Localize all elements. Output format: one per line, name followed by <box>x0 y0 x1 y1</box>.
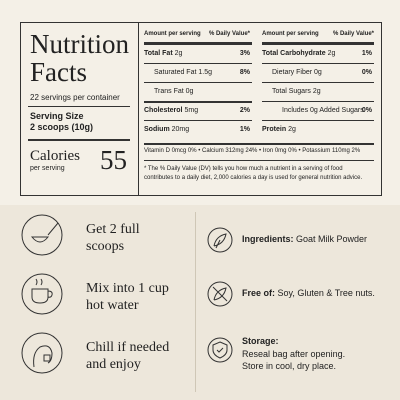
nutrient-row: Saturated Fat 1.5g <box>154 69 212 76</box>
step-text: hot water <box>86 298 139 313</box>
rule <box>28 106 130 107</box>
divider <box>138 22 139 195</box>
nutrient-row: Trans Fat 0g <box>154 88 193 95</box>
nutrient-amount: 2g <box>174 50 183 57</box>
bottom-panel <box>0 205 400 400</box>
header: Amount per serving <box>144 31 201 37</box>
header: % Daily Value* <box>208 31 250 37</box>
daily-value: 0% <box>361 107 372 114</box>
step-text: Chill if needed <box>86 340 170 355</box>
label-box <box>20 22 382 196</box>
nutrient-row: Total Carbohydrate 2g <box>262 50 335 57</box>
step-text: Get 2 full <box>86 222 140 237</box>
calories-value: 55 <box>100 145 127 175</box>
rule <box>28 139 130 141</box>
nutrient-amount: 2g <box>327 50 336 57</box>
nutrient-row: Protein 2g <box>262 126 296 133</box>
daily-value: 3% <box>239 50 250 57</box>
daily-value: 1% <box>239 126 250 133</box>
info-text: Soy, Gluten & Tree nuts. <box>277 288 375 298</box>
info-line: Free of: Soy, Gluten & Tree nuts. <box>242 288 375 298</box>
nutrient-name: Dietary Fiber <box>272 69 313 76</box>
rule <box>144 143 374 145</box>
calories-label: Calories <box>30 148 80 164</box>
servings: 22 servings per container <box>30 93 120 102</box>
daily-value: 2% <box>239 107 250 114</box>
info-label: Ingredients: <box>242 234 294 244</box>
calories-sub: per serving <box>30 165 65 172</box>
mineral: Iron 0mg 0% <box>262 148 297 154</box>
minerals: Vitamin D 0mcg 0% • Calcium 312mg 24% • … <box>144 148 361 154</box>
step-text: scoops <box>86 239 125 254</box>
divider <box>195 212 196 392</box>
nutrient-name: Saturated Fat <box>154 69 197 76</box>
rule <box>262 120 374 121</box>
nutrient-amount: 5mg <box>184 107 199 114</box>
rule <box>144 120 252 121</box>
nutrient-amount: 0g <box>185 88 194 95</box>
nutrient-amount: 1.5g <box>198 69 212 76</box>
info-label: Free of: <box>242 288 276 298</box>
nutrient-name: Total Fat <box>144 50 173 57</box>
rule <box>262 82 374 83</box>
nutrient-amount: 20mg <box>171 126 190 133</box>
rule <box>144 160 374 161</box>
nutrient-amount: 2g <box>312 88 321 95</box>
rule <box>144 82 252 83</box>
header: % Daily Value* <box>332 31 374 37</box>
step-text: and enjoy <box>86 357 141 372</box>
rule <box>144 63 252 64</box>
header: Amount per serving <box>262 31 319 37</box>
info-text: Goat Milk Powder <box>296 234 368 244</box>
title: Facts <box>30 57 87 87</box>
nutrient-row: Total Fat 2g <box>144 50 182 57</box>
info-label: Storage: <box>242 336 279 346</box>
nutrient-name: Includes 0g Added Sugars <box>282 107 364 114</box>
nutrient-amount: 2g <box>288 126 296 133</box>
rule <box>144 42 252 45</box>
nutrient-name: Sodium <box>144 126 170 133</box>
daily-value: 8% <box>239 69 250 76</box>
nutrient-name: Total Sugars <box>272 88 311 95</box>
rule <box>262 101 374 102</box>
serving-size-label: Serving Size <box>30 111 84 121</box>
nutrient-name: Cholesterol <box>144 107 183 114</box>
daily-value: 1% <box>361 50 372 57</box>
mineral: Calcium 312mg 24% <box>202 148 258 154</box>
rule <box>262 42 374 45</box>
nutrient-name: Protein <box>262 126 287 133</box>
daily-value: 0% <box>361 69 372 76</box>
nutrient-row: Total Sugars 2g <box>272 88 321 95</box>
title: Nutrition <box>30 29 129 59</box>
nutrient-name: Total Carbohydrate <box>262 50 326 57</box>
nutrient-row: Dietary Fiber 0g <box>272 69 322 76</box>
nutrient-row: Cholesterol 5mg <box>144 107 198 114</box>
nutrient-amount: 0g <box>314 69 322 76</box>
rule <box>144 101 252 103</box>
mineral: Vitamin D 0mcg 0% <box>144 148 197 154</box>
mineral: Potassium 110mg 2% <box>302 148 361 154</box>
nutrient-row: Includes 0g Added Sugars <box>282 107 364 114</box>
info-text: Store in cool, dry place. <box>242 361 337 371</box>
nutrient-row: Sodium 20mg <box>144 126 189 133</box>
nutrient-name: Trans Fat <box>154 88 184 95</box>
info-text: Reseal bag after opening. <box>242 349 346 359</box>
rule <box>262 63 374 64</box>
info-line: Ingredients: Goat Milk Powder <box>242 234 367 244</box>
serving-size: 2 scoops (10g) <box>30 122 94 132</box>
step-text: Mix into 1 cup <box>86 281 169 296</box>
footnote: * The % Daily Value (DV) tells you how m… <box>144 166 363 181</box>
icons <box>21 214 233 374</box>
